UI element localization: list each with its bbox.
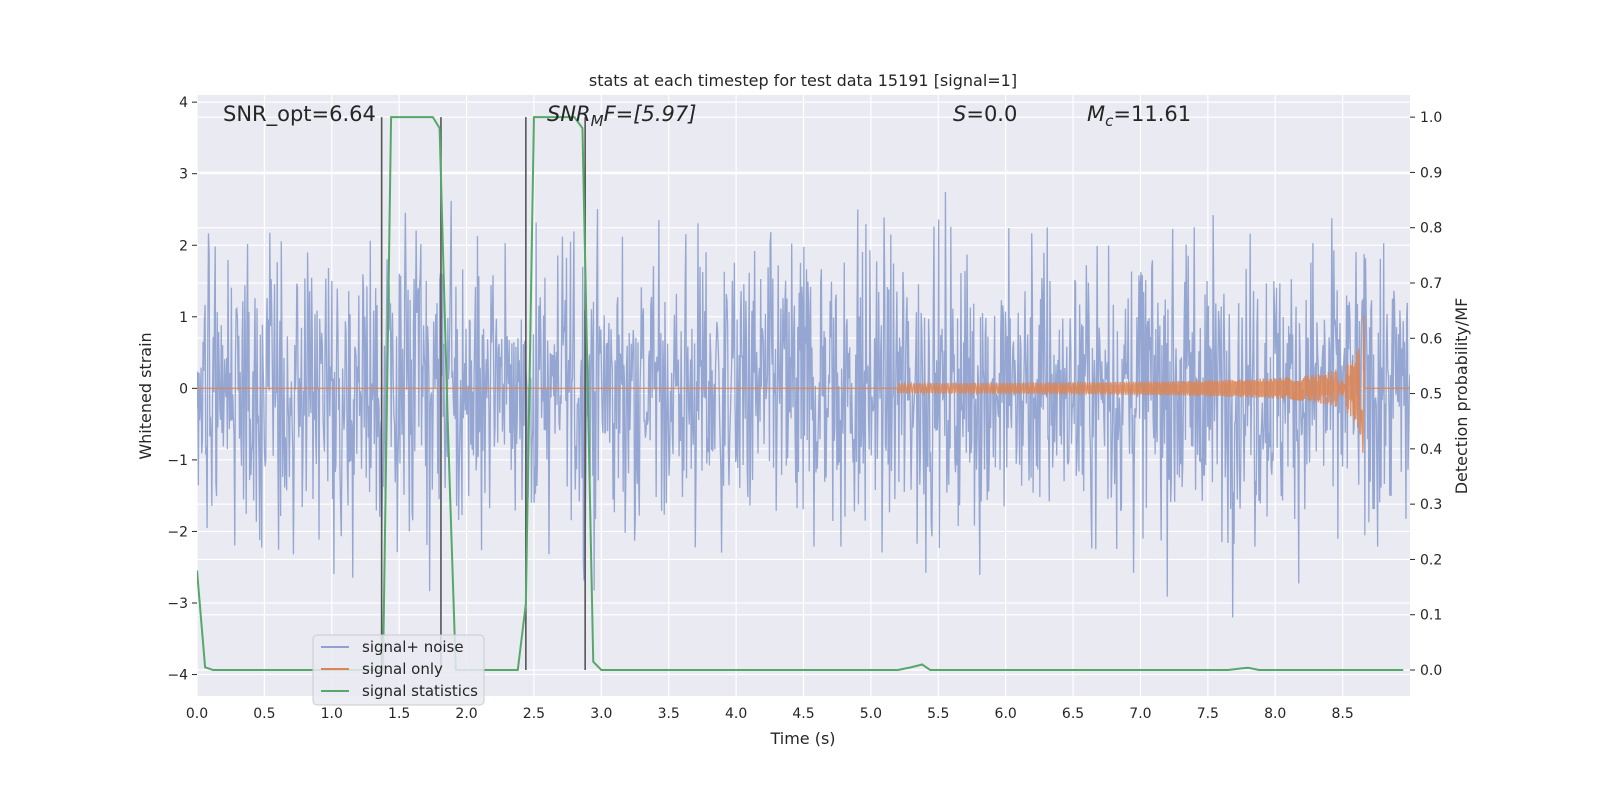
y-right-tick-label: 0.8 <box>1420 221 1442 237</box>
x-tick-label: 7.5 <box>1197 706 1219 722</box>
legend-label-noise: signal+ noise <box>362 638 464 656</box>
chart-title: stats at each timestep for test data 151… <box>589 71 1017 90</box>
y-left-tick-label: −4 <box>167 668 188 684</box>
annotation-s-rest: =0.0 <box>966 102 1017 126</box>
x-tick-label: 5.0 <box>860 706 882 722</box>
annotation-snr-opt: SNR_opt=6.64 <box>223 102 376 127</box>
y-right-tick-label: 0.3 <box>1420 497 1442 513</box>
annotation-snr-mf-sub: M <box>591 112 604 130</box>
signal-noise-line <box>197 191 1410 618</box>
y-axis-left-label: Whitened strain <box>136 332 155 459</box>
x-tick-label: 2.5 <box>523 706 545 722</box>
x-tick-label: 3.0 <box>590 706 612 722</box>
y-right-tick-label: 0.0 <box>1420 663 1442 679</box>
y-right-tick-label: 0.2 <box>1420 552 1442 568</box>
annotation-mc-main: M <box>1087 102 1105 126</box>
y-left-tick-label: −1 <box>167 453 188 469</box>
x-tick-label: 2.0 <box>455 706 477 722</box>
y-right-tick-label: 0.7 <box>1420 276 1442 292</box>
y-left-tick-label: −2 <box>167 524 188 540</box>
annotation-snr-mf: SNRMF=[5.97] <box>547 102 696 130</box>
x-tick-label: 1.0 <box>321 706 343 722</box>
x-tick-label: 0.5 <box>253 706 275 722</box>
signal-only-series <box>197 315 1410 453</box>
y-right-tick-label: 0.9 <box>1420 165 1442 181</box>
legend-label-stats: signal statistics <box>362 682 478 700</box>
annotation-snr-mf-rest: F=[5.97] <box>604 102 697 126</box>
x-tick-label: 7.0 <box>1129 706 1151 722</box>
y-right-tick-label: 0.4 <box>1420 442 1442 458</box>
x-tick-label: 3.5 <box>658 706 680 722</box>
y-right-tick-label: 0.6 <box>1420 331 1442 347</box>
x-tick-label: 4.0 <box>725 706 747 722</box>
x-tick-label: 4.5 <box>792 706 814 722</box>
y-right-tick-label: 1.0 <box>1420 110 1442 126</box>
x-tick-label: 8.5 <box>1331 706 1353 722</box>
x-axis-label: Time (s) <box>769 729 835 748</box>
y-right-tick-label: 0.1 <box>1420 608 1442 624</box>
annotation-mc: Mc=11.61 <box>1087 102 1191 130</box>
y-axis-right-label: Detection probability/MF <box>1452 298 1471 495</box>
y-left-tick-label: −3 <box>167 596 188 612</box>
y-right-tick-label: 0.5 <box>1420 387 1442 403</box>
x-tick-label: 0.0 <box>186 706 208 722</box>
y-axis-left-ticks: −4 −3 −2 −1 0 1 2 3 4 <box>167 95 197 684</box>
x-tick-label: 1.5 <box>388 706 410 722</box>
y-left-tick-label: 2 <box>179 238 188 254</box>
annotation-mc-rest: =11.61 <box>1113 102 1191 126</box>
y-axis-right-ticks: 0.0 0.1 0.2 0.3 0.4 0.5 0.6 0.7 0.8 0.9 1.0 <box>1410 110 1442 679</box>
x-tick-label: 5.5 <box>927 706 949 722</box>
annotation-s: S=0.0 <box>953 102 1017 126</box>
signal-noise-series <box>197 191 1410 618</box>
x-tick-label: 8.0 <box>1264 706 1286 722</box>
signal-only-line <box>197 315 1410 453</box>
y-left-tick-label: 1 <box>179 310 188 326</box>
y-left-tick-label: 4 <box>179 95 188 111</box>
x-tick-label: 6.5 <box>1062 706 1084 722</box>
legend-box <box>312 634 485 706</box>
annotation-mc-sub: c <box>1105 112 1114 130</box>
legend: signal+ noise signal only signal statist… <box>312 634 485 706</box>
x-axis-ticks: 0.0 0.5 1.0 1.5 2.0 2.5 3.0 3.5 4.0 4.5 5.0 5.5 6.0 6… <box>186 706 1354 722</box>
x-tick-label: 6.0 <box>995 706 1017 722</box>
y-left-tick-label: 0 <box>179 381 188 397</box>
y-left-tick-label: 3 <box>179 167 188 183</box>
annotation-s-main: S <box>953 102 966 126</box>
annotation-snr-mf-main: SNR <box>547 102 591 126</box>
legend-label-signal: signal only <box>362 660 443 678</box>
